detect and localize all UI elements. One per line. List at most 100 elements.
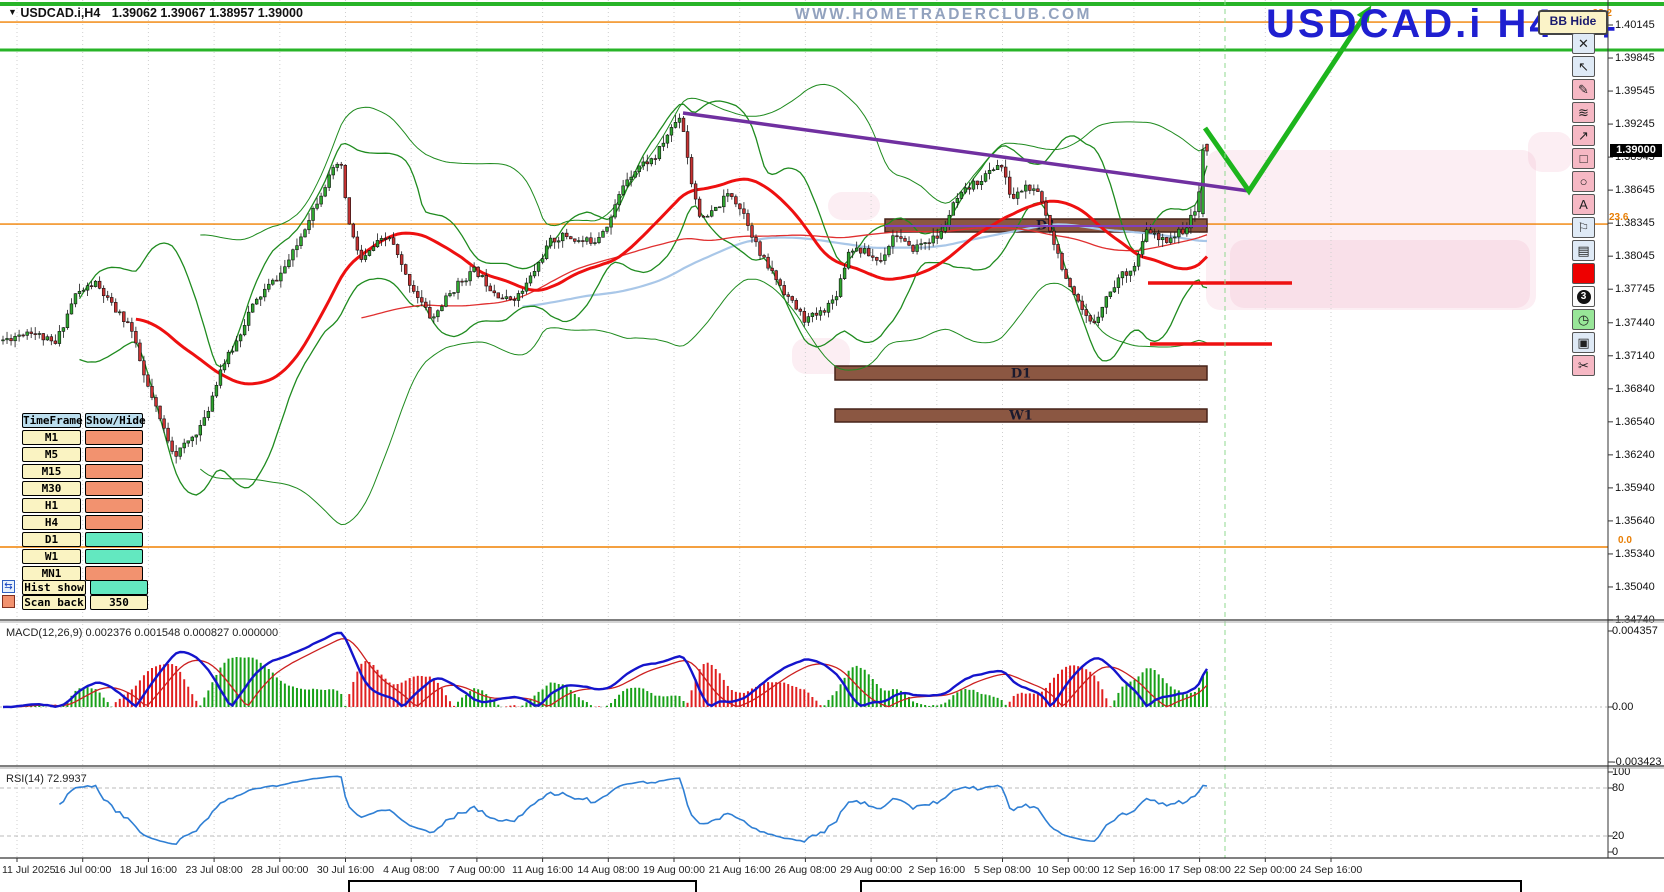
price-tick-label: 1.38045 [1615,250,1655,263]
scan-back-value[interactable]: 350 [90,595,148,610]
price-tick-label: 1.39545 [1615,85,1655,98]
tf-label-d1: D1 [22,532,81,547]
date-tick-label: 18 Jul 16:00 [119,864,177,876]
quote-bar: ▼ USDCAD.i,H4 1.39062 1.39067 1.38957 1.… [8,6,303,20]
sr-bar-label: W1 [1008,409,1033,424]
price-tick-label: 1.39845 [1615,52,1655,65]
tf-toggle-m1[interactable] [85,430,143,445]
tf-toggle-m30[interactable] [85,481,143,496]
watermark: WWW.HOMETRADERCLUB.COM [795,6,1092,23]
date-tick-label: 4 Aug 08:00 [383,864,440,876]
rsi-tick-label: 80 [1612,782,1625,794]
price-tick-label: 1.35040 [1615,580,1655,593]
date-tick-label: 11 Jul 2025 [2,864,56,876]
date-tick-label: 26 Aug 08:00 [774,864,837,876]
date-tick-label: 30 Jul 16:00 [316,864,375,876]
tf-label-w1: W1 [22,549,81,564]
hist-toggle-icon[interactable]: ⇆ [2,580,15,593]
price-tick-label: 1.37440 [1615,316,1655,329]
price-tick-label: 1.35340 [1615,547,1655,560]
macd-tick-label: 0.00 [1612,701,1634,713]
date-tick-label: 11 Aug 16:00 [512,864,574,876]
scan-toggle-icon[interactable] [2,595,15,608]
tf-toggle-mn1[interactable] [85,566,143,581]
tf-toggle-h1[interactable] [85,498,143,513]
timeframe-panel: TimeFrame Show/Hide M1 M5 M15 M30 H1 H4 D1 W1 MN1 H… [22,413,148,610]
price-tick-label: 1.38645 [1615,184,1655,197]
date-tick-label: 16 Jul 00:00 [54,864,112,876]
hist-show-label: Hist show [22,580,86,595]
date-tick-label: 24 Sep 16:00 [1299,864,1363,876]
price-tick-label: 1.35940 [1615,481,1655,494]
scissors-icon[interactable]: ✂ [1572,355,1595,376]
tf-label-m15: M15 [22,464,81,479]
trend-arrow-icon[interactable]: ↗ [1572,125,1595,146]
tf-toggle-m5[interactable] [85,447,143,462]
chart-title-annotation: USDCAD.i H4 [1266,2,1555,46]
sr-bar-label: D1 [1011,367,1031,382]
red-fill-icon[interactable] [1572,263,1595,284]
tf-label-h1: H1 [22,498,81,513]
tf-label-h4: H4 [22,515,81,530]
ellipse-icon[interactable]: ○ [1572,171,1595,192]
macd-indicator-label: MACD(12,26,9) 0.002376 0.001548 0.000827… [6,627,279,639]
rsi-tick-label: 0 [1612,846,1619,858]
scan-back-label: Scan back [22,595,86,610]
bb-hide-button[interactable]: BB Hide [1538,10,1608,35]
price-tick-label: 1.40145 [1615,19,1655,31]
rsi-tick-label: 20 [1612,830,1625,842]
pencil-icon[interactable]: ✎ [1572,79,1595,100]
text-icon[interactable]: A [1572,194,1595,215]
current-price-box: 1.39000 [1610,144,1662,158]
close-icon[interactable]: ✕ [1572,33,1595,54]
date-tick-label: 17 Sep 08:00 [1168,864,1231,876]
rsi-tick-label: 100 [1612,766,1631,778]
fib-level-label: 23.6 [1609,212,1629,224]
macd-tick-label: -0.003423 [1612,756,1662,768]
flag-cursor-icon[interactable]: ⚐ [1572,217,1595,238]
date-tick-label: 5 Sep 08:00 [974,864,1031,876]
trash-icon[interactable]: ▤ [1572,240,1595,261]
date-tick-label: 10 Sep 00:00 [1036,864,1100,876]
macd-tick-label: 0.004357 [1612,625,1658,637]
ohlc-values: 1.39062 1.39067 1.38957 1.39000 [111,6,303,20]
price-tick-label: 1.37140 [1615,349,1655,362]
date-tick-label: 19 Aug 00:00 [643,864,705,876]
rsi-indicator-label: RSI(14) 72.9937 [6,773,87,785]
date-tick-label: 29 Aug 00:00 [840,864,903,876]
date-tick-label: 23 Jul 08:00 [185,864,243,876]
hist-show-toggle[interactable] [90,580,148,595]
bottom-window-edge[interactable] [860,880,1522,892]
symbol-label: USDCAD.i,H4 [20,6,101,20]
tf-label-mn1: MN1 [22,566,81,581]
price-tick-label: 1.39245 [1615,118,1655,131]
clock-icon[interactable]: ◷ [1572,309,1595,330]
date-tick-label: 12 Sep 16:00 [1102,864,1166,876]
tf-toggle-d1[interactable] [85,532,143,547]
save-icon[interactable]: ▣ [1572,332,1595,353]
drawing-toolbar: ✕ ↖ ✎ ≋ ↗ □ ○ A ⚐ ▤ 3 ◷ ▣ ✂ [1572,33,1595,376]
tf-header-showhide: Show/Hide [85,413,146,428]
tf-toggle-w1[interactable] [85,549,143,564]
date-tick-label: 14 Aug 08:00 [577,864,640,876]
bottom-window-edge[interactable] [348,880,697,892]
pointer-icon[interactable]: ↖ [1572,56,1595,77]
tf-toggle-m15[interactable] [85,464,143,479]
date-tick-label: 7 Aug 00:00 [448,864,505,876]
fib-level-label: 0.0 [1618,534,1632,546]
circle-3-icon[interactable]: 3 [1572,286,1595,307]
date-tick-label: 21 Aug 16:00 [708,864,771,876]
price-tick-label: 1.36240 [1615,448,1655,461]
price-tick-label: 1.35640 [1615,514,1655,527]
tf-label-m1: M1 [22,430,81,445]
rectangle-icon[interactable]: □ [1572,148,1595,169]
price-tick-label: 1.36840 [1615,382,1655,395]
date-tick-label: 2 Sep 16:00 [908,864,966,876]
tf-label-m30: M30 [22,481,81,496]
symbol-dropdown-icon[interactable]: ▼ [8,7,17,17]
tf-toggle-h4[interactable] [85,515,143,530]
waves-icon[interactable]: ≋ [1572,102,1595,123]
date-tick-label: 22 Sep 00:00 [1234,864,1297,876]
